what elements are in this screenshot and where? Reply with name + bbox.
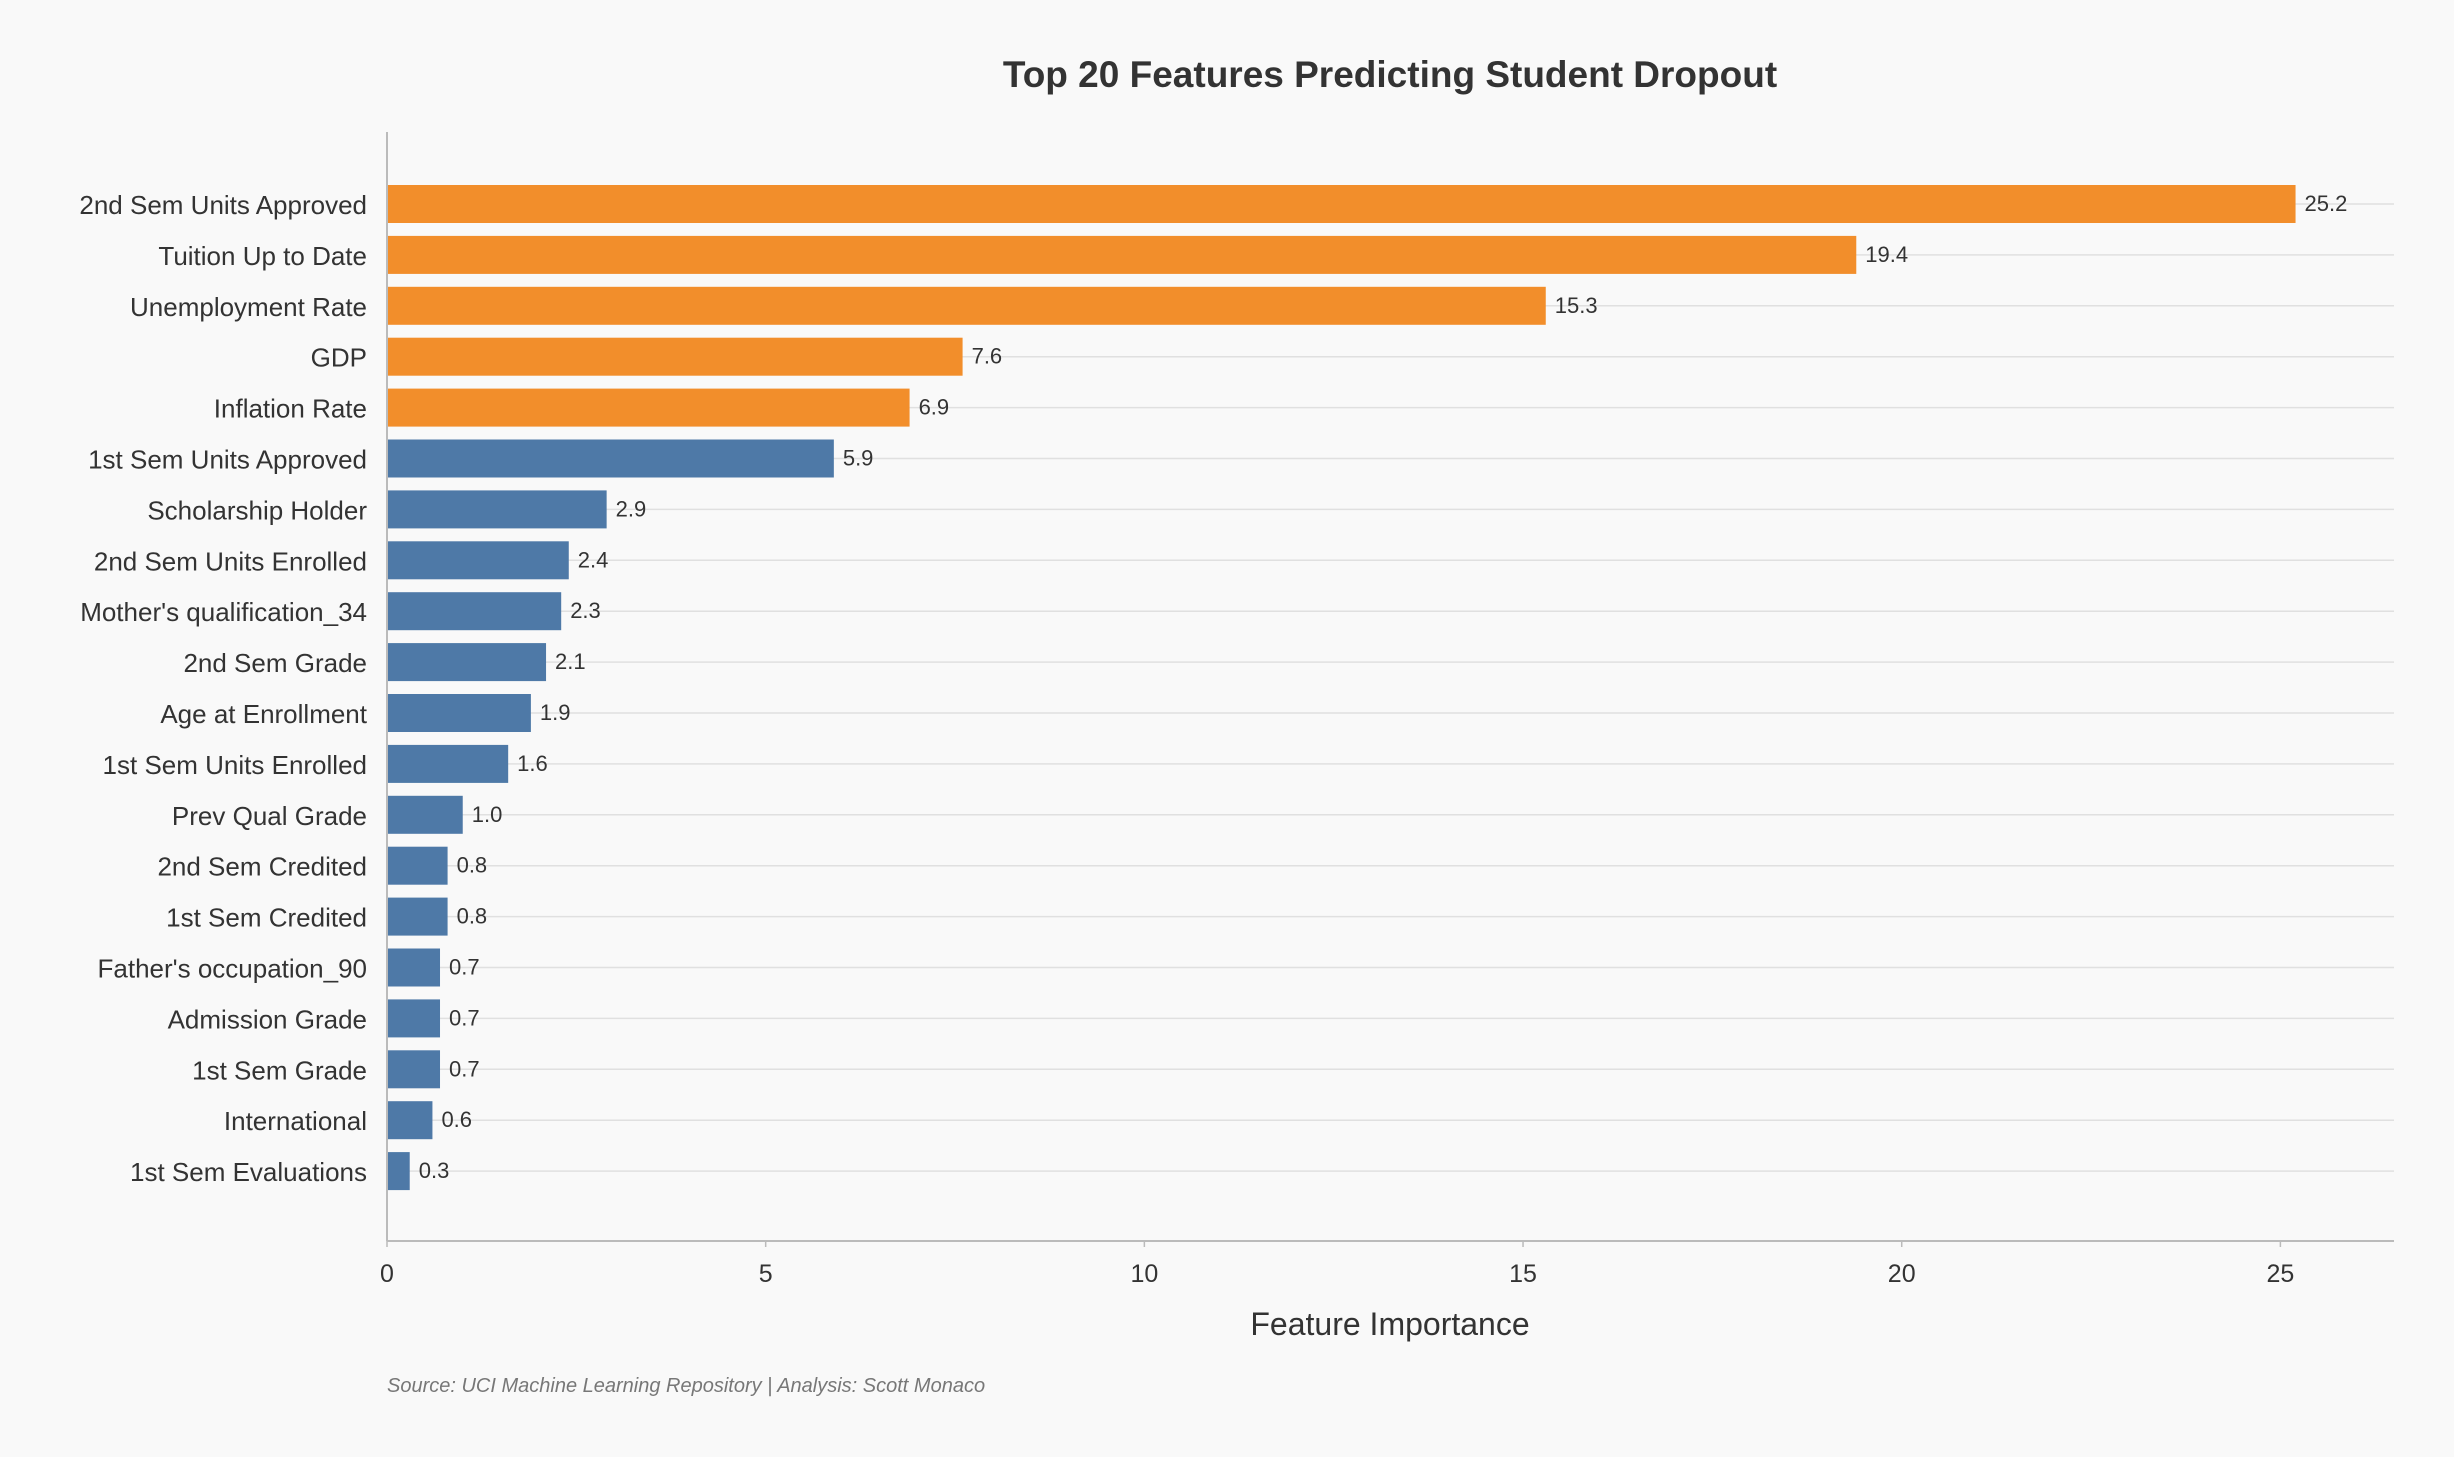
bar bbox=[387, 744, 509, 783]
category-label: 1st Sem Credited bbox=[166, 903, 367, 933]
category-label: Age at Enrollment bbox=[160, 699, 367, 729]
bar bbox=[387, 541, 569, 580]
x-tick-label: 20 bbox=[1888, 1260, 1916, 1288]
bar-value-label: 0.7 bbox=[449, 1005, 480, 1030]
category-label: Admission Grade bbox=[168, 1004, 367, 1034]
x-tick-label: 0 bbox=[380, 1260, 394, 1288]
bar-value-label: 1.0 bbox=[472, 802, 503, 827]
category-label: Unemployment Rate bbox=[130, 292, 367, 322]
category-label: 1st Sem Units Approved bbox=[88, 445, 367, 475]
bar bbox=[387, 846, 448, 885]
category-label: Prev Qual Grade bbox=[172, 801, 367, 831]
category-label: 2nd Sem Credited bbox=[157, 852, 367, 882]
category-label: 2nd Sem Grade bbox=[183, 648, 367, 678]
bar bbox=[387, 694, 531, 732]
x-tick-label: 15 bbox=[1509, 1260, 1537, 1288]
bar-value-label: 2.3 bbox=[570, 598, 601, 623]
bar bbox=[387, 388, 910, 427]
bar bbox=[387, 1101, 433, 1140]
chart-title: Top 20 Features Predicting Student Dropo… bbox=[1003, 54, 1777, 95]
category-label: 1st Sem Evaluations bbox=[130, 1157, 367, 1187]
value-labels: 25.2 19.4 15.3 7.6 6.9 5.9 2.9 2.4 2.3 2.1 1.9 1.6 1… bbox=[419, 191, 2348, 1183]
bar-value-label: 0.7 bbox=[449, 955, 480, 980]
category-label: 2nd Sem Units Approved bbox=[79, 190, 367, 220]
bar bbox=[387, 999, 441, 1038]
source-note: Source: UCI Machine Learning Repository … bbox=[387, 1375, 985, 1397]
category-label: 1st Sem Units Enrolled bbox=[103, 750, 367, 780]
bar-value-label: 25.2 bbox=[2305, 191, 2348, 216]
bar bbox=[387, 592, 562, 631]
bar bbox=[387, 948, 441, 987]
bar-value-label: 2.9 bbox=[616, 496, 647, 521]
bar-value-label: 15.3 bbox=[1555, 293, 1598, 318]
category-label: 1st Sem Grade bbox=[192, 1055, 367, 1085]
bar bbox=[387, 897, 448, 936]
bar bbox=[387, 1152, 410, 1191]
x-tick-label: 10 bbox=[1130, 1260, 1158, 1288]
bar-value-label: 2.1 bbox=[555, 649, 586, 674]
bar-value-label: 0.8 bbox=[457, 853, 488, 878]
bar-value-label: 1.6 bbox=[517, 751, 548, 776]
bar-value-label: 7.6 bbox=[972, 344, 1003, 369]
bar-value-label: 6.9 bbox=[919, 395, 950, 420]
category-label: Tuition Up to Date bbox=[158, 241, 367, 271]
bar bbox=[387, 235, 1857, 274]
bar bbox=[387, 490, 607, 529]
bar bbox=[387, 643, 547, 682]
bar-value-label: 0.6 bbox=[441, 1107, 472, 1132]
bar-value-label: 0.7 bbox=[449, 1056, 480, 1081]
category-label: Scholarship Holder bbox=[147, 495, 367, 525]
bar-value-label: 19.4 bbox=[1865, 242, 1908, 267]
bar-value-label: 5.9 bbox=[843, 446, 874, 471]
bar bbox=[387, 1050, 441, 1089]
bar-value-label: 0.3 bbox=[419, 1158, 450, 1183]
category-label: Father's occupation_90 bbox=[98, 954, 367, 984]
bar bbox=[387, 286, 1546, 325]
category-label: Mother's qualification_34 bbox=[80, 597, 367, 627]
bar bbox=[387, 439, 834, 478]
bar bbox=[387, 185, 2296, 223]
bars bbox=[387, 185, 2296, 1191]
x-axis-label: Feature Importance bbox=[1250, 1306, 1529, 1342]
bar-value-label: 2.4 bbox=[578, 547, 609, 572]
category-label: GDP bbox=[311, 343, 367, 373]
category-label: Inflation Rate bbox=[214, 394, 367, 424]
bar-value-label: 1.9 bbox=[540, 700, 571, 725]
bar bbox=[387, 337, 963, 376]
category-label: 2nd Sem Units Enrolled bbox=[94, 546, 367, 576]
bar-value-label: 0.8 bbox=[457, 904, 488, 929]
bar bbox=[387, 795, 463, 834]
category-labels: 2nd Sem Units Approved Tuition Up to Date… bbox=[79, 190, 367, 1187]
category-label: International bbox=[224, 1106, 367, 1136]
x-tick-label: 25 bbox=[2266, 1260, 2294, 1288]
x-tick-label: 5 bbox=[759, 1260, 773, 1288]
x-axis-ticks: 0 5 10 15 20 25 bbox=[380, 1241, 2294, 1288]
